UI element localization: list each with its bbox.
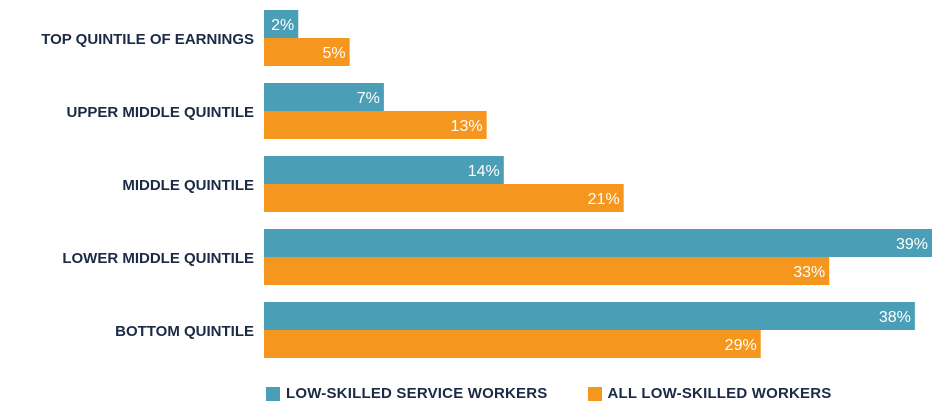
bar-value-labels: 2% 5% 7% 13% 14% 21% 39% 33% 38% 29% bbox=[271, 17, 928, 354]
legend-item-service-workers: LOW-SKILLED SERVICE WORKERS bbox=[266, 385, 548, 402]
legend-label-all-workers: ALL LOW-SKILLED WORKERS bbox=[607, 385, 832, 402]
bar bbox=[264, 184, 624, 212]
bar bbox=[264, 38, 350, 66]
bar bbox=[264, 330, 761, 358]
bar bbox=[264, 10, 299, 38]
category-label: MIDDLE QUINTILE bbox=[122, 177, 254, 194]
bars bbox=[264, 10, 932, 358]
bar-value-label: 38% bbox=[879, 309, 911, 326]
bar-value-label: 29% bbox=[725, 337, 757, 354]
bar-value-label: 7% bbox=[357, 90, 380, 107]
bar bbox=[264, 257, 830, 285]
legend-item-all-workers: ALL LOW-SKILLED WORKERS bbox=[587, 385, 832, 402]
bar-chart: TOP QUINTILE OF EARNINGS UPPER MIDDLE QUI… bbox=[41, 10, 932, 358]
bar-value-label: 33% bbox=[793, 264, 825, 281]
category-label: BOTTOM QUINTILE bbox=[115, 323, 254, 340]
bar-value-label: 5% bbox=[323, 45, 346, 62]
bar-value-label: 21% bbox=[588, 191, 620, 208]
legend-swatch-service-workers bbox=[266, 386, 280, 401]
bar-value-label: 13% bbox=[451, 118, 483, 135]
bar-value-label: 39% bbox=[896, 236, 928, 253]
category-label: TOP QUINTILE OF EARNINGS bbox=[41, 31, 254, 48]
legend-label-service-workers: LOW-SKILLED SERVICE WORKERS bbox=[286, 385, 548, 402]
category-labels: TOP QUINTILE OF EARNINGS UPPER MIDDLE QUI… bbox=[41, 31, 254, 340]
legend: LOW-SKILLED SERVICE WORKERS ALL LOW-SKIL… bbox=[266, 385, 832, 402]
bar bbox=[264, 83, 384, 111]
bar bbox=[264, 156, 504, 184]
legend-swatch-all-workers bbox=[587, 386, 602, 401]
bar-value-label: 2% bbox=[271, 17, 294, 34]
bar bbox=[264, 302, 915, 330]
category-label: LOWER MIDDLE QUINTILE bbox=[62, 250, 254, 267]
bar-value-label: 14% bbox=[468, 163, 500, 180]
bar bbox=[264, 111, 487, 139]
bar bbox=[264, 229, 932, 257]
category-label: UPPER MIDDLE QUINTILE bbox=[66, 104, 254, 121]
